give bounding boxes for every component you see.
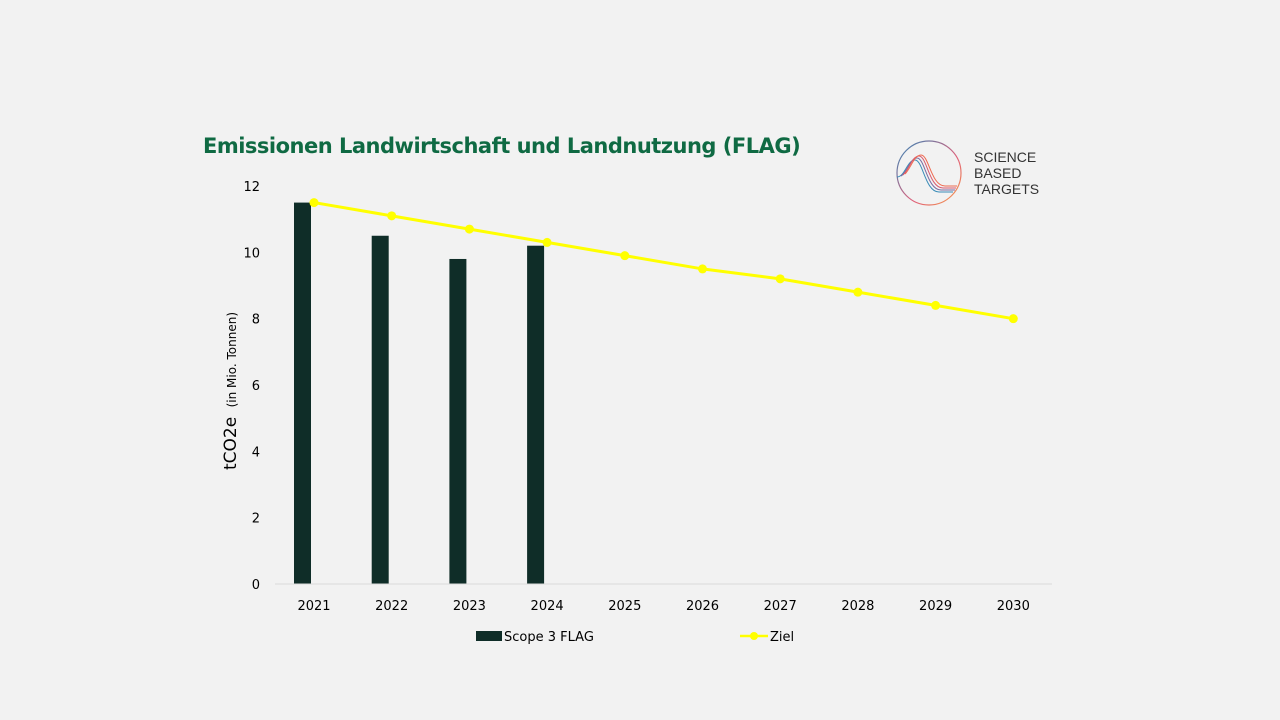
logo-line: BASED [974, 165, 1022, 181]
y-axis-label-main: tCO2e [221, 417, 241, 470]
y-tick-label: 0 [252, 578, 260, 593]
point-ziel [931, 300, 941, 310]
logo-line: TARGETS [974, 181, 1040, 197]
x-tick-label: 2024 [531, 599, 564, 614]
chart-title: Emissionen Landwirtschaft und Landnutzun… [203, 134, 801, 158]
legend-label-bar: Scope 3 FLAG [504, 630, 594, 645]
point-ziel [464, 224, 474, 234]
logo-line: SCIENCE [974, 149, 1037, 165]
x-tick-label: 2022 [375, 599, 408, 614]
logo-text: SCIENCE BASED TARGETS [974, 149, 1039, 197]
point-ziel [1008, 314, 1018, 324]
point-ziel [620, 251, 630, 261]
y-tick-label: 12 [243, 180, 260, 195]
legend-label-line: Ziel [770, 630, 794, 645]
point-ziel [698, 264, 707, 274]
point-ziel [775, 274, 785, 284]
x-tick-label: 2026 [686, 599, 719, 614]
legend-swatch-bar [476, 631, 502, 641]
x-tick-label: 2023 [453, 599, 486, 614]
point-ziel [309, 198, 319, 208]
y-tick-label: 8 [252, 313, 260, 328]
y-tick-label: 2 [252, 512, 260, 527]
y-tick-label: 10 [243, 246, 260, 261]
line-ziel [313, 201, 1014, 321]
science-based-targets-logo: SCIENCE BASED TARGETS [895, 140, 1045, 208]
bar-scope3-flag [449, 258, 467, 584]
x-tick-label: 2021 [297, 599, 330, 614]
x-tick-label: 2025 [608, 599, 641, 614]
legend-marker [750, 632, 758, 640]
bar-scope3-flag [527, 245, 545, 584]
y-tick-label: 6 [252, 379, 260, 394]
legend: Scope 3 FLAG Ziel [476, 630, 794, 645]
point-ziel [387, 211, 397, 221]
y-axis-label: tCO2e (in Mio. Tonnen) [221, 312, 241, 470]
x-tick-label: 2028 [841, 599, 874, 614]
point-ziel [853, 287, 863, 297]
sbt-circle-icon [896, 140, 962, 206]
x-tick-label: 2029 [919, 599, 952, 614]
y-tick-label: 4 [252, 445, 260, 460]
bar-scope3-flag [371, 235, 389, 584]
y-axis-label-sub: (in Mio. Tonnen) [225, 312, 239, 407]
bar-scope3-flag [294, 202, 311, 585]
x-tick-label: 2027 [764, 599, 797, 614]
point-ziel [542, 237, 552, 247]
x-tick-label: 2030 [997, 599, 1030, 614]
